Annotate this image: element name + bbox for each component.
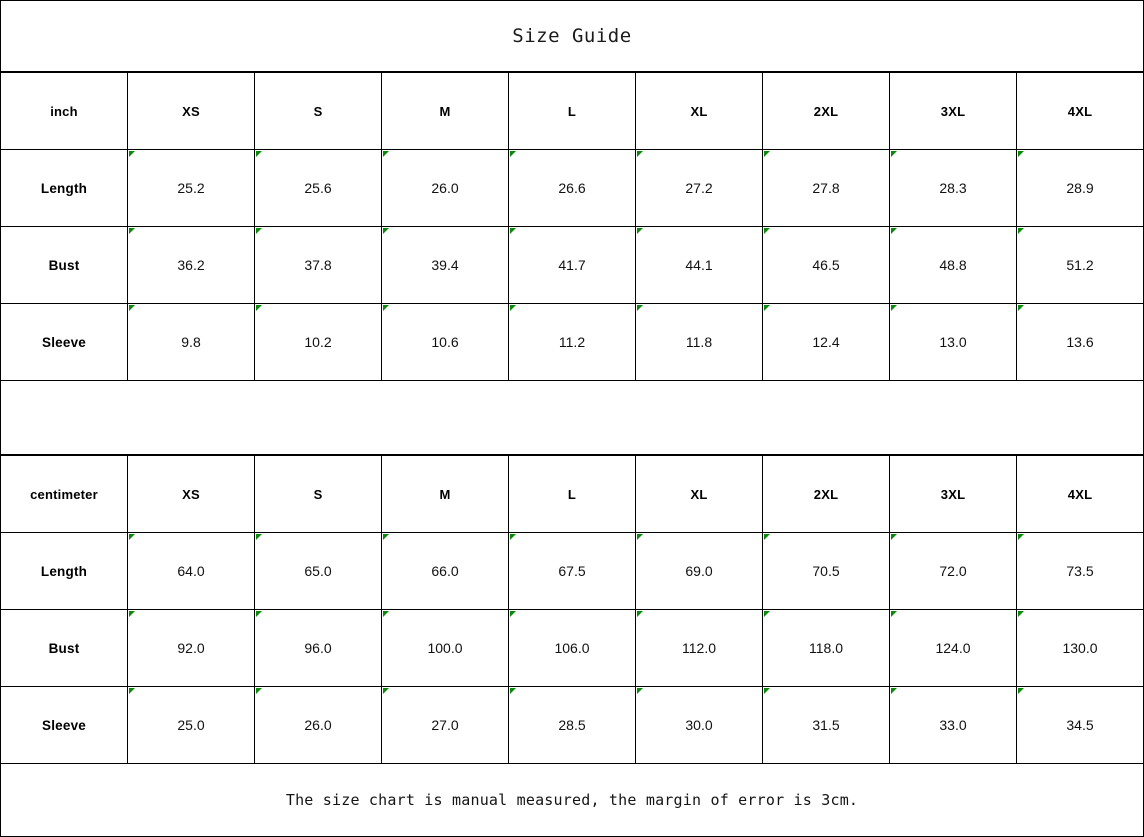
column-header-xs: XS	[127, 455, 255, 534]
cell-inch-length-2xl: 27.8	[762, 149, 890, 228]
cell-inch-length-s: 25.6	[254, 149, 382, 228]
cell-inch-length-m: 26.0	[381, 149, 509, 228]
cell-inch-sleeve-4xl: 13.6	[1016, 303, 1144, 382]
cell-inch-sleeve-m: 10.6	[381, 303, 509, 382]
table-row: Sleeve 9.8 10.2 10.6 11.2 11.8 12.4 13.0…	[0, 303, 1144, 382]
cell-inch-sleeve-3xl: 13.0	[889, 303, 1017, 382]
cell-inch-bust-4xl: 51.2	[1016, 226, 1144, 305]
cell-inch-bust-l: 41.7	[508, 226, 636, 305]
cell-cm-length-s: 65.0	[254, 532, 382, 611]
column-header-4xl: 4XL	[1016, 455, 1144, 534]
size-guide-title-bar: Size Guide	[0, 0, 1144, 73]
row-label-sleeve: Sleeve	[0, 686, 128, 765]
cell-cm-sleeve-s: 26.0	[254, 686, 382, 765]
cell-cm-length-l: 67.5	[508, 532, 636, 611]
cell-inch-bust-s: 37.8	[254, 226, 382, 305]
cell-inch-bust-2xl: 46.5	[762, 226, 890, 305]
column-header-m: M	[381, 72, 509, 151]
inch-size-table: inch XS S M L XL 2XL 3XL 4XL Length 25.2…	[0, 72, 1144, 382]
cell-cm-sleeve-xl: 30.0	[635, 686, 763, 765]
cell-inch-bust-xs: 36.2	[127, 226, 255, 305]
cell-cm-bust-3xl: 124.0	[889, 609, 1017, 688]
table-row: Length 64.0 65.0 66.0 67.5 69.0 70.5 72.…	[0, 532, 1144, 611]
cell-cm-bust-l: 106.0	[508, 609, 636, 688]
table-row: Bust 36.2 37.8 39.4 41.7 44.1 46.5 48.8 …	[0, 226, 1144, 305]
table-row: Sleeve 25.0 26.0 27.0 28.5 30.0 31.5 33.…	[0, 686, 1144, 765]
column-header-2xl: 2XL	[762, 72, 890, 151]
cell-cm-length-2xl: 70.5	[762, 532, 890, 611]
cell-cm-bust-m: 100.0	[381, 609, 509, 688]
column-header-l: L	[508, 72, 636, 151]
row-label-bust: Bust	[0, 609, 128, 688]
centimeter-table-body: centimeter XS S M L XL 2XL 3XL 4XL Lengt…	[0, 455, 1144, 765]
cell-inch-length-4xl: 28.9	[1016, 149, 1144, 228]
row-label-sleeve: Sleeve	[0, 303, 128, 382]
cell-inch-bust-xl: 44.1	[635, 226, 763, 305]
inch-header-row: inch XS S M L XL 2XL 3XL 4XL	[0, 72, 1144, 151]
column-header-m: M	[381, 455, 509, 534]
cell-inch-length-xs: 25.2	[127, 149, 255, 228]
column-header-s: S	[254, 72, 382, 151]
inch-unit-header: inch	[0, 72, 128, 151]
cell-cm-bust-4xl: 130.0	[1016, 609, 1144, 688]
centimeter-header-row: centimeter XS S M L XL 2XL 3XL 4XL	[0, 455, 1144, 534]
column-header-xl: XL	[635, 455, 763, 534]
page-title: Size Guide	[512, 25, 632, 48]
row-label-length: Length	[0, 149, 128, 228]
row-label-length: Length	[0, 532, 128, 611]
cell-inch-length-xl: 27.2	[635, 149, 763, 228]
cell-cm-length-3xl: 72.0	[889, 532, 1017, 611]
cell-cm-bust-s: 96.0	[254, 609, 382, 688]
cell-inch-length-3xl: 28.3	[889, 149, 1017, 228]
cell-inch-length-l: 26.6	[508, 149, 636, 228]
measurement-note-bar: The size chart is manual measured, the m…	[0, 764, 1144, 837]
column-header-2xl: 2XL	[762, 455, 890, 534]
cell-cm-sleeve-m: 27.0	[381, 686, 509, 765]
centimeter-size-table: centimeter XS S M L XL 2XL 3XL 4XL Lengt…	[0, 455, 1144, 765]
column-header-s: S	[254, 455, 382, 534]
cell-inch-sleeve-l: 11.2	[508, 303, 636, 382]
centimeter-unit-header: centimeter	[0, 455, 128, 534]
cell-cm-sleeve-xs: 25.0	[127, 686, 255, 765]
cell-cm-length-m: 66.0	[381, 532, 509, 611]
cell-cm-sleeve-3xl: 33.0	[889, 686, 1017, 765]
cell-inch-bust-m: 39.4	[381, 226, 509, 305]
table-separator-band	[0, 381, 1144, 456]
row-label-bust: Bust	[0, 226, 128, 305]
cell-cm-length-xl: 69.0	[635, 532, 763, 611]
measurement-note: The size chart is manual measured, the m…	[285, 791, 859, 809]
cell-cm-sleeve-l: 28.5	[508, 686, 636, 765]
cell-cm-sleeve-4xl: 34.5	[1016, 686, 1144, 765]
cell-inch-sleeve-2xl: 12.4	[762, 303, 890, 382]
cell-cm-sleeve-2xl: 31.5	[762, 686, 890, 765]
cell-inch-sleeve-xl: 11.8	[635, 303, 763, 382]
inch-table-body: inch XS S M L XL 2XL 3XL 4XL Length 25.2…	[0, 72, 1144, 382]
table-row: Bust 92.0 96.0 100.0 106.0 112.0 118.0 1…	[0, 609, 1144, 688]
cell-cm-length-4xl: 73.5	[1016, 532, 1144, 611]
cell-cm-bust-xl: 112.0	[635, 609, 763, 688]
column-header-l: L	[508, 455, 636, 534]
column-header-3xl: 3XL	[889, 455, 1017, 534]
cell-inch-bust-3xl: 48.8	[889, 226, 1017, 305]
column-header-3xl: 3XL	[889, 72, 1017, 151]
cell-cm-bust-xs: 92.0	[127, 609, 255, 688]
column-header-xl: XL	[635, 72, 763, 151]
column-header-4xl: 4XL	[1016, 72, 1144, 151]
table-row: Length 25.2 25.6 26.0 26.6 27.2 27.8 28.…	[0, 149, 1144, 228]
cell-cm-length-xs: 64.0	[127, 532, 255, 611]
cell-cm-bust-2xl: 118.0	[762, 609, 890, 688]
cell-inch-sleeve-xs: 9.8	[127, 303, 255, 382]
cell-inch-sleeve-s: 10.2	[254, 303, 382, 382]
column-header-xs: XS	[127, 72, 255, 151]
